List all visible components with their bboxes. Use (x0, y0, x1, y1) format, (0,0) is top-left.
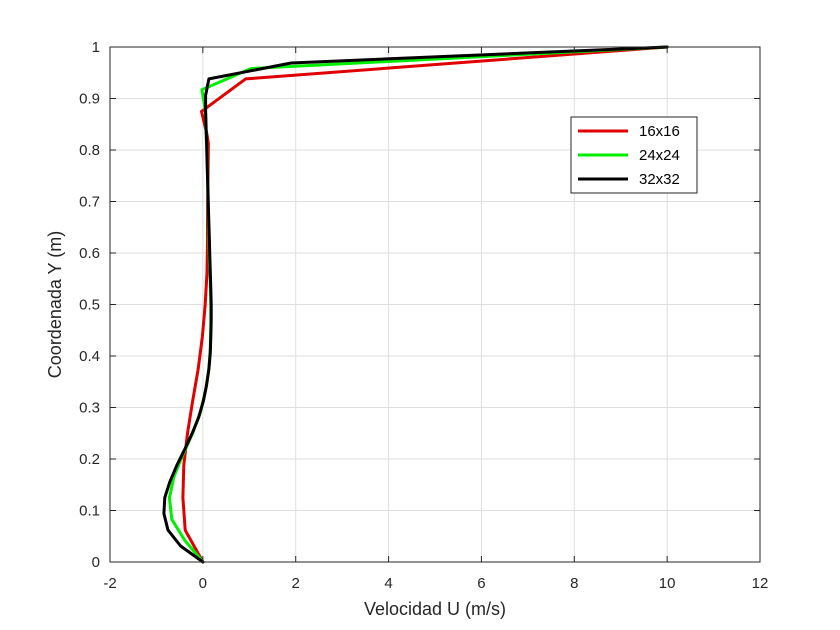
x-tick-label: 2 (292, 575, 300, 592)
y-axis-label: Coordenada Y (m) (45, 231, 65, 378)
x-tick-label: -2 (103, 575, 116, 592)
legend-label-16x16: 16x16 (639, 123, 680, 140)
series-line-32x32 (162, 45, 669, 564)
x-tick-label: 4 (384, 575, 392, 592)
x-axis-label: Velocidad U (m/s) (364, 599, 506, 619)
x-tick-label: 10 (659, 575, 676, 592)
y-tick-label: 0.2 (79, 451, 100, 468)
x-tick-label: 12 (752, 575, 769, 592)
y-tick-label: 0.1 (79, 503, 100, 520)
y-tick-label: 0.3 (79, 400, 100, 417)
y-tick-label: 0.6 (79, 245, 100, 262)
y-tick-label: 0.8 (79, 142, 100, 159)
y-tick-label: 1 (92, 39, 100, 56)
series-lines (162, 45, 669, 564)
y-tick-label: 0.9 (79, 91, 100, 108)
x-tick-label: 6 (477, 575, 485, 592)
legend-label-24x24: 24x24 (639, 147, 680, 164)
legend-label-32x32: 32x32 (639, 171, 680, 188)
y-tick-label: 0.7 (79, 194, 100, 211)
y-tick-label: 0 (92, 554, 100, 571)
x-tick-label: 8 (570, 575, 578, 592)
legend: 16x16 24x24 32x32 (570, 116, 698, 194)
y-tick-label: 0.5 (79, 297, 100, 314)
y-tick-label: 0.4 (79, 348, 100, 365)
x-tick-label: 0 (199, 575, 207, 592)
